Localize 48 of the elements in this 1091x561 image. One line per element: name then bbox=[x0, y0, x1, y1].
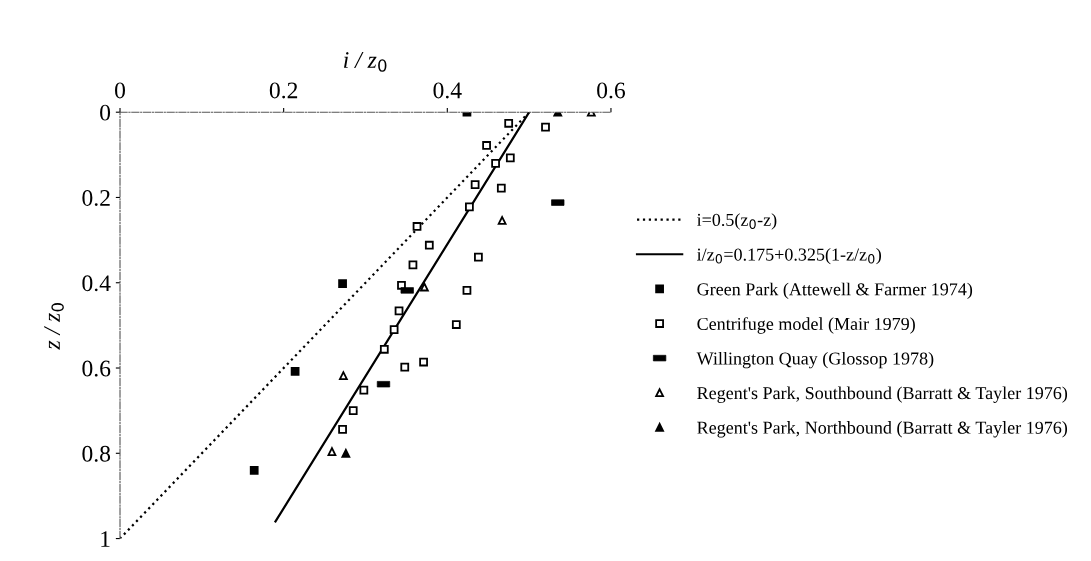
point bbox=[412, 222, 422, 231]
legend-label: i/z$_{0}$=0.175+0.325(1-z/z$_{0}$) bbox=[696, 247, 882, 265]
legend-label: Willington Quay (Glossop 1978) bbox=[696, 351, 934, 369]
point bbox=[419, 357, 428, 367]
y-tick-label: 0.8 bbox=[82, 445, 111, 462]
point bbox=[470, 180, 480, 190]
y-tick-label: 0 bbox=[100, 104, 111, 121]
y-axis-title: z / z$_{0}$ bbox=[44, 303, 64, 350]
point bbox=[408, 260, 418, 270]
x-tick-label: 0 bbox=[115, 82, 126, 99]
point bbox=[491, 158, 500, 168]
point bbox=[327, 447, 337, 456]
y-tick-label: 0.2 bbox=[82, 189, 110, 206]
point bbox=[341, 448, 351, 458]
point bbox=[249, 465, 259, 475]
point bbox=[424, 240, 434, 250]
point bbox=[290, 367, 300, 376]
point bbox=[541, 122, 550, 132]
point bbox=[348, 406, 358, 416]
y-tick-label: 0.4 bbox=[82, 275, 111, 292]
point bbox=[389, 325, 399, 335]
point bbox=[420, 282, 429, 292]
point bbox=[359, 385, 369, 395]
point bbox=[504, 118, 514, 128]
point bbox=[338, 279, 347, 288]
x-tick-label: 0.2 bbox=[269, 82, 298, 99]
point bbox=[505, 153, 515, 163]
point bbox=[339, 371, 348, 381]
legend-label: Regent's Park, Northbound (Barratt & Tayler 1976) bbox=[697, 421, 1068, 438]
point bbox=[482, 141, 491, 150]
point bbox=[451, 320, 461, 329]
x-axis-title: i / z$_{0}$ bbox=[344, 52, 387, 72]
point bbox=[496, 183, 506, 193]
point bbox=[379, 344, 389, 354]
point bbox=[400, 362, 410, 372]
point bbox=[462, 286, 472, 295]
point bbox=[474, 252, 483, 262]
y-tick-label: 0.6 bbox=[82, 360, 111, 377]
legend-label: Centrifuge model (Mair 1979) bbox=[697, 317, 915, 334]
y-tick-label: 1 bbox=[101, 531, 110, 547]
legend-label: Regent's Park, Southbound (Barratt & Tayler 1976) bbox=[697, 386, 1068, 403]
point bbox=[338, 425, 347, 434]
legend-label: i=0.5(z$_{0}$-z) bbox=[696, 213, 777, 230]
point bbox=[465, 202, 474, 212]
x-tick-label: 0.4 bbox=[433, 82, 462, 99]
x-tick-label: 0.6 bbox=[597, 82, 626, 99]
point bbox=[497, 216, 507, 225]
legend-label: Green Park (Attewell & Farmer 1974) bbox=[697, 282, 973, 300]
